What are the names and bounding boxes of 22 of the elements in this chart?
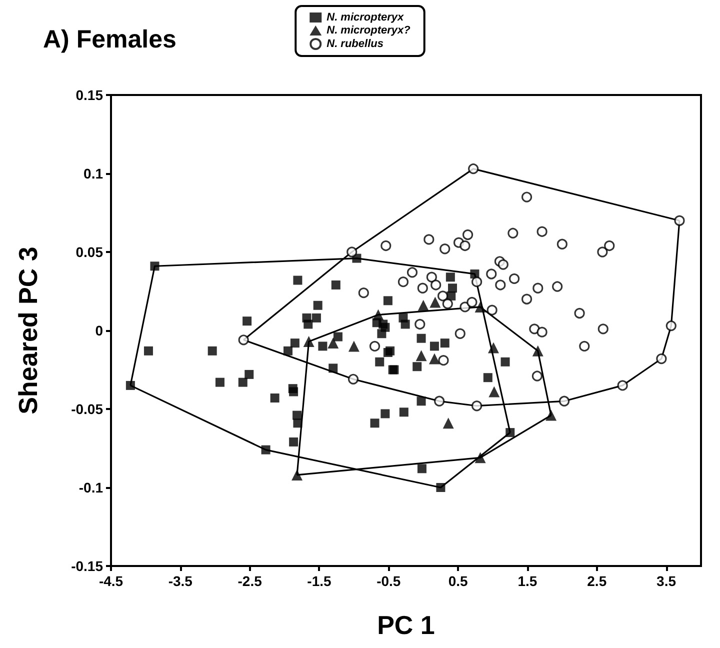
x-tick-label: -1.5 [307, 573, 332, 589]
legend-label: N. rubellus [326, 38, 384, 50]
y-tick-label: 0.1 [84, 166, 104, 182]
x-tick-label: -3.5 [168, 573, 193, 589]
legend-label: N. micropteryx? [326, 24, 411, 36]
y-tick-label: 0.15 [76, 87, 104, 103]
y-tick-label: 0.05 [76, 244, 104, 260]
y-tick-label: -0.15 [71, 558, 104, 574]
x-axis-title: PC 1 [377, 610, 435, 640]
x-tick-label: -2.5 [238, 573, 262, 589]
y-tick-label: -0.05 [71, 401, 104, 417]
x-tick-label: 3.5 [656, 573, 676, 589]
y-axis-title: Sheared PC 3 [13, 246, 43, 414]
x-tick-label: 1.5 [518, 573, 538, 589]
y-tick-label: 0 [95, 322, 104, 338]
x-tick-label: -0.5 [376, 573, 401, 589]
legend-label: N. micropteryx [326, 12, 405, 24]
chart-title: A) Females [43, 26, 176, 54]
x-tick-label: 2.5 [587, 573, 607, 589]
x-tick-label: -4.5 [98, 573, 124, 589]
y-tick-label: -0.1 [78, 480, 104, 496]
x-tick-label: 0.5 [448, 573, 468, 589]
